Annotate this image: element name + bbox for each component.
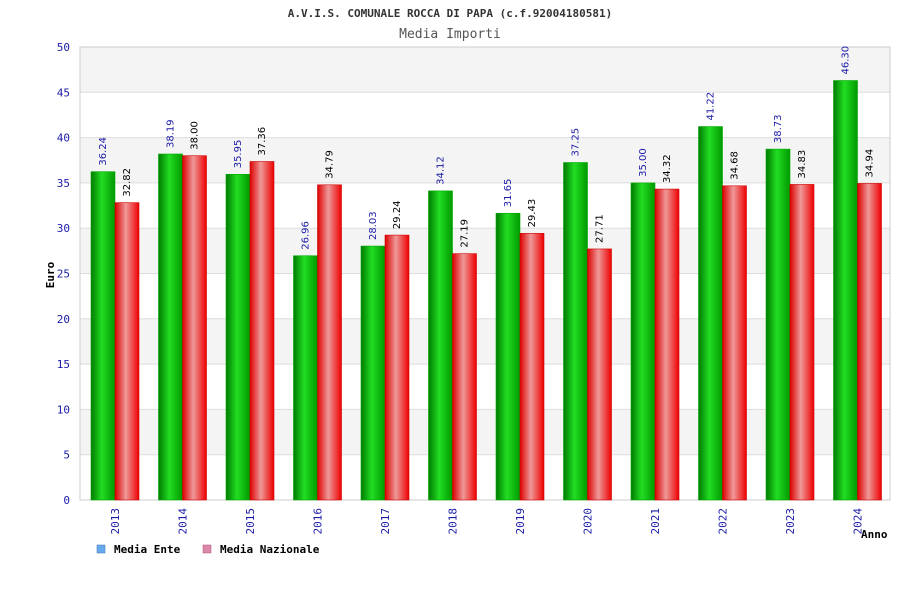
x-tick-label-2021: 2021 bbox=[649, 508, 662, 535]
legend-label-ente: Media Ente bbox=[114, 543, 181, 556]
bar-media-nazionale-2016 bbox=[317, 184, 342, 501]
x-tick-label-2017: 2017 bbox=[379, 508, 392, 535]
grid-band bbox=[80, 318, 890, 365]
bar-media-nazionale-2014 bbox=[182, 155, 207, 501]
bar-media-nazionale-2021 bbox=[654, 188, 680, 501]
data-label-media-ente-2017: 28.03 bbox=[368, 211, 379, 240]
bar-media-ente-2024 bbox=[833, 80, 858, 501]
bar-media-nazionale-2017 bbox=[384, 234, 410, 501]
y-tick-label: 30 bbox=[57, 222, 70, 235]
data-label-media-nazionale-2018: 27.19 bbox=[460, 219, 471, 248]
data-label-media-nazionale-2022: 34.68 bbox=[730, 151, 741, 180]
data-label-media-ente-2021: 35.00 bbox=[638, 148, 649, 177]
bar-media-nazionale-2024 bbox=[857, 183, 882, 501]
y-axis: 0 5 10 15 20 25 30 35 40 45 50 bbox=[57, 41, 70, 507]
plot-border bbox=[79, 46, 891, 501]
bar-media-ente-2019 bbox=[495, 212, 521, 501]
bar-media-ente-2016 bbox=[293, 255, 318, 501]
data-label-media-ente-2018: 34.12 bbox=[436, 156, 447, 185]
bar-media-ente-2017 bbox=[360, 245, 386, 501]
data-label-media-ente-2022: 41.22 bbox=[706, 92, 717, 121]
grid-band bbox=[80, 92, 890, 138]
data-label-media-nazionale-2013: 32.82 bbox=[122, 168, 133, 197]
data-label-media-ente-2015: 35.95 bbox=[233, 140, 244, 169]
legend-swatch-ente bbox=[96, 544, 106, 554]
grid-band bbox=[80, 454, 890, 500]
y-tick-label: 20 bbox=[57, 313, 70, 326]
bar-media-ente-2018 bbox=[428, 190, 453, 501]
y-tick-label: 5 bbox=[63, 449, 70, 462]
data-label-media-nazionale-2014: 38.00 bbox=[190, 121, 201, 150]
bar-media-nazionale-2022 bbox=[722, 185, 747, 501]
bar-media-nazionale-2020 bbox=[587, 248, 612, 501]
data-label-media-nazionale-2023: 34.83 bbox=[797, 150, 808, 179]
x-tick-label-2020: 2020 bbox=[582, 508, 595, 535]
x-tick-label-2013: 2013 bbox=[109, 508, 122, 535]
chart-subtitle: Media Importi bbox=[399, 27, 501, 42]
y-tick-label: 40 bbox=[57, 132, 70, 145]
bar-media-nazionale-2023 bbox=[789, 184, 815, 501]
x-tick-label-2015: 2015 bbox=[244, 508, 257, 535]
bar-media-ente-2022 bbox=[698, 126, 723, 501]
bar-media-ente-2020 bbox=[563, 162, 588, 501]
data-label-media-ente-2023: 38.73 bbox=[773, 114, 784, 143]
x-tick-label-2014: 2014 bbox=[177, 508, 190, 535]
data-label-media-ente-2019: 31.65 bbox=[503, 179, 514, 208]
data-label-media-nazionale-2019: 29.43 bbox=[527, 199, 538, 228]
grid-band bbox=[80, 409, 890, 455]
bar-media-ente-2023 bbox=[765, 148, 791, 501]
data-label-media-nazionale-2015: 37.36 bbox=[257, 127, 268, 156]
x-tick-label-2019: 2019 bbox=[514, 508, 527, 535]
y-tick-label: 15 bbox=[57, 358, 70, 371]
data-label-media-ente-2020: 37.25 bbox=[571, 128, 582, 157]
y-tick-label: 10 bbox=[57, 403, 70, 416]
data-label-media-ente-2024: 46.30 bbox=[841, 46, 852, 75]
y-axis-label: Euro bbox=[44, 261, 57, 288]
data-label-media-nazionale-2020: 27.71 bbox=[595, 214, 606, 243]
x-tick-label-2023: 2023 bbox=[784, 508, 797, 535]
bar-media-nazionale-2018 bbox=[452, 253, 477, 501]
x-tick-label-2022: 2022 bbox=[717, 508, 730, 535]
grid-band bbox=[80, 137, 890, 183]
data-label-media-nazionale-2016: 34.79 bbox=[325, 150, 336, 179]
data-label-media-nazionale-2021: 34.32 bbox=[662, 154, 673, 183]
bars: 36.24 32.82 38.19 38.00 35.95 37.36 26.96 34.79… bbox=[90, 46, 882, 501]
y-tick-label: 45 bbox=[57, 86, 70, 99]
data-label-media-ente-2016: 26.96 bbox=[301, 221, 312, 250]
grid-band bbox=[80, 228, 890, 274]
x-tick-label-2024: 2024 bbox=[852, 508, 865, 535]
x-axis-label: Anno bbox=[861, 528, 888, 541]
bar-media-ente-2014 bbox=[158, 153, 183, 501]
bar-media-ente-2015 bbox=[225, 173, 251, 501]
plot-area bbox=[79, 46, 891, 501]
data-label-media-ente-2014: 38.19 bbox=[166, 119, 177, 148]
data-label-media-nazionale-2024: 34.94 bbox=[865, 149, 876, 178]
legend: Media Ente Media Nazionale bbox=[96, 543, 320, 556]
legend-label-nazionale: Media Nazionale bbox=[220, 543, 320, 556]
legend-swatch-nazionale bbox=[202, 544, 212, 554]
bar-media-nazionale-2015 bbox=[249, 161, 275, 501]
y-tick-label: 50 bbox=[57, 41, 70, 54]
y-tick-label: 35 bbox=[57, 177, 70, 190]
grid-band bbox=[80, 273, 890, 319]
y-tick-label: 25 bbox=[57, 268, 70, 281]
grid-band bbox=[80, 47, 890, 93]
data-label-media-nazionale-2017: 29.24 bbox=[392, 200, 403, 229]
grid-band bbox=[80, 364, 890, 410]
bar-media-nazionale-2019 bbox=[519, 233, 545, 501]
data-label-media-ente-2013: 36.24 bbox=[98, 137, 109, 166]
y-tick-label: 0 bbox=[63, 494, 70, 507]
chart-title: A.V.I.S. COMUNALE ROCCA DI PAPA (c.f.920… bbox=[288, 7, 613, 20]
bar-media-ente-2021 bbox=[630, 182, 656, 501]
bar-media-nazionale-2013 bbox=[114, 202, 140, 501]
x-axis: 2013 2014 2015 2016 2017 2018 2019 2020 2021 2022… bbox=[109, 508, 865, 535]
bar-media-ente-2013 bbox=[90, 171, 116, 501]
x-tick-label-2016: 2016 bbox=[312, 508, 325, 535]
x-tick-label-2018: 2018 bbox=[447, 508, 460, 535]
grid-band bbox=[80, 182, 890, 229]
